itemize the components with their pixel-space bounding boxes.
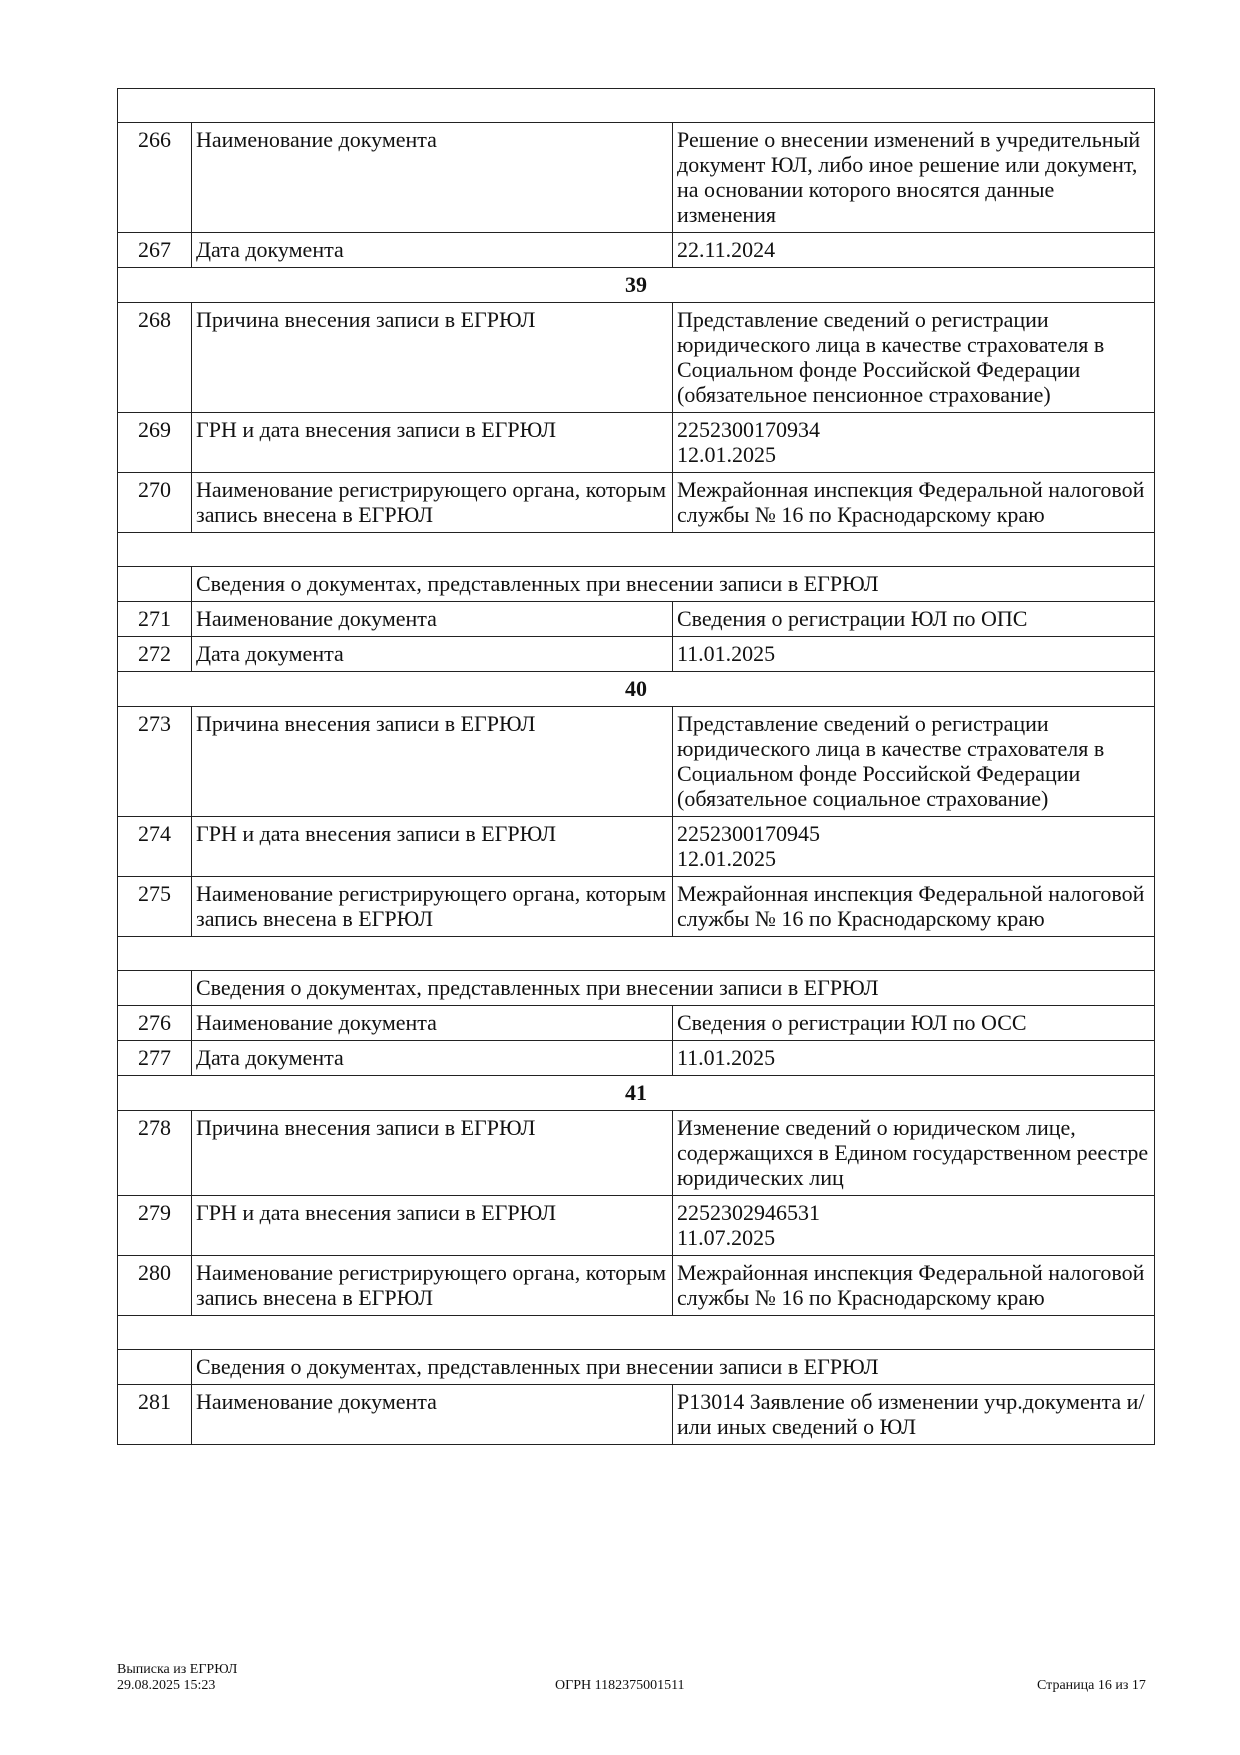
row-number: 280 <box>117 1255 192 1316</box>
blank-row <box>117 936 1155 971</box>
row-label: Наименование документа <box>191 1005 673 1041</box>
table-row: 281 Наименование документа Р13014 Заявлени… <box>117 1384 1155 1445</box>
blank-cell <box>117 1315 1155 1350</box>
row-number: 278 <box>117 1110 192 1196</box>
subheader-title: Сведения о документах, представленных пр… <box>191 566 1155 602</box>
row-value: Межрайонная инспекция Федеральной налого… <box>672 472 1155 533</box>
row-value: Сведения о регистрации ЮЛ по ОСС <box>672 1005 1155 1041</box>
row-value: Межрайонная инспекция Федеральной налого… <box>672 1255 1155 1316</box>
subheader-title: Сведения о документах, представленных пр… <box>191 1349 1155 1385</box>
row-value: Р13014 Заявление об изменении учр.докуме… <box>672 1384 1155 1445</box>
row-number: 279 <box>117 1195 192 1256</box>
table-row: 270 Наименование регистрирующего органа, … <box>117 472 1155 533</box>
blank-cell <box>117 532 1155 567</box>
blank-cell <box>117 936 1155 971</box>
table-row: 267 Дата документа 22.11.2024 <box>117 232 1155 268</box>
section-number: 39 <box>117 267 1155 303</box>
subheader-num-cell <box>117 970 192 1006</box>
subheader-row: Сведения о документах, представленных пр… <box>117 970 1155 1006</box>
table-row: 274 ГРН и дата внесения записи в ЕГРЮЛ 225… <box>117 816 1155 877</box>
row-value: 11.01.2025 <box>672 1040 1155 1076</box>
table-row: 278 Причина внесения записи в ЕГРЮЛ Измене… <box>117 1110 1155 1196</box>
row-label: Причина внесения записи в ЕГРЮЛ <box>191 1110 673 1196</box>
row-value: 11.01.2025 <box>672 636 1155 672</box>
row-value: 22.11.2024 <box>672 232 1155 268</box>
row-value: Представление сведений о регистрации юри… <box>672 706 1155 817</box>
row-number: 273 <box>117 706 192 817</box>
egrul-records-table: 266 Наименование документа Решение о внесе… <box>117 88 1155 1445</box>
row-value: Межрайонная инспекция Федеральной налого… <box>672 876 1155 937</box>
row-label: Причина внесения записи в ЕГРЮЛ <box>191 706 673 817</box>
row-number: 277 <box>117 1040 192 1076</box>
subheader-title: Сведения о документах, представленных пр… <box>191 970 1155 1006</box>
subheader-num-cell <box>117 566 192 602</box>
table-row: 273 Причина внесения записи в ЕГРЮЛ Предст… <box>117 706 1155 817</box>
row-number: 274 <box>117 816 192 877</box>
row-label: Дата документа <box>191 636 673 672</box>
table-row: 275 Наименование регистрирующего органа, … <box>117 876 1155 937</box>
table-row: 272 Дата документа 11.01.2025 <box>117 636 1155 672</box>
row-value: Сведения о регистрации ЮЛ по ОПС <box>672 601 1155 637</box>
section-number-row: 41 <box>117 1075 1155 1111</box>
row-label: Дата документа <box>191 232 673 268</box>
row-label: Причина внесения записи в ЕГРЮЛ <box>191 302 673 413</box>
table-row: 280 Наименование регистрирующего органа, … <box>117 1255 1155 1316</box>
row-number: 266 <box>117 122 192 233</box>
footer-datetime: 29.08.2025 15:23 <box>117 1678 216 1693</box>
row-value: Решение о внесении изменений в учредител… <box>672 122 1155 233</box>
section-number: 40 <box>117 671 1155 707</box>
table-row: 276 Наименование документа Сведения о реги… <box>117 1005 1155 1041</box>
subheader-num-cell <box>117 1349 192 1385</box>
row-label: ГРН и дата внесения записи в ЕГРЮЛ <box>191 1195 673 1256</box>
row-number: 267 <box>117 232 192 268</box>
table-row: 269 ГРН и дата внесения записи в ЕГРЮЛ 225… <box>117 412 1155 473</box>
row-number: 275 <box>117 876 192 937</box>
row-number: 276 <box>117 1005 192 1041</box>
section-number-row: 40 <box>117 671 1155 707</box>
row-value: 2252300170934 12.01.2025 <box>672 412 1155 473</box>
blank-row <box>117 532 1155 567</box>
blank-row <box>117 1315 1155 1350</box>
row-number: 271 <box>117 601 192 637</box>
footer-doc-title: Выписка из ЕГРЮЛ <box>117 1662 238 1677</box>
row-value: Представление сведений о регистрации юри… <box>672 302 1155 413</box>
table-row: 279 ГРН и дата внесения записи в ЕГРЮЛ 225… <box>117 1195 1155 1256</box>
row-value: 2252300170945 12.01.2025 <box>672 816 1155 877</box>
row-label: ГРН и дата внесения записи в ЕГРЮЛ <box>191 412 673 473</box>
row-label: ГРН и дата внесения записи в ЕГРЮЛ <box>191 816 673 877</box>
blank-row <box>117 88 1155 123</box>
subheader-row: Сведения о документах, представленных пр… <box>117 1349 1155 1385</box>
row-label: Наименование регистрирующего органа, кот… <box>191 876 673 937</box>
row-number: 270 <box>117 472 192 533</box>
row-label: Наименование регистрирующего органа, кот… <box>191 472 673 533</box>
row-number: 268 <box>117 302 192 413</box>
row-label: Наименование регистрирующего органа, кот… <box>191 1255 673 1316</box>
row-value: Изменение сведений о юридическом лице, с… <box>672 1110 1155 1196</box>
table-row: 277 Дата документа 11.01.2025 <box>117 1040 1155 1076</box>
row-label: Наименование документа <box>191 601 673 637</box>
table-row: 268 Причина внесения записи в ЕГРЮЛ Предст… <box>117 302 1155 413</box>
row-label: Наименование документа <box>191 122 673 233</box>
row-label: Наименование документа <box>191 1384 673 1445</box>
row-value: 2252302946531 11.07.2025 <box>672 1195 1155 1256</box>
row-number: 281 <box>117 1384 192 1445</box>
table-row: 271 Наименование документа Сведения о реги… <box>117 601 1155 637</box>
table-row: 266 Наименование документа Решение о внесе… <box>117 122 1155 233</box>
subheader-row: Сведения о документах, представленных пр… <box>117 566 1155 602</box>
footer-left: Выписка из ЕГРЮЛ 29.08.2025 15:23 <box>117 1662 237 1694</box>
row-label: Дата документа <box>191 1040 673 1076</box>
section-number: 41 <box>117 1075 1155 1111</box>
section-number-row: 39 <box>117 267 1155 303</box>
blank-cell <box>117 88 1155 123</box>
footer-ogrn: ОГРН 1182375001511 <box>555 1678 685 1693</box>
footer-page-number: Страница 16 из 17 <box>1037 1678 1146 1693</box>
row-number: 272 <box>117 636 192 672</box>
row-number: 269 <box>117 412 192 473</box>
